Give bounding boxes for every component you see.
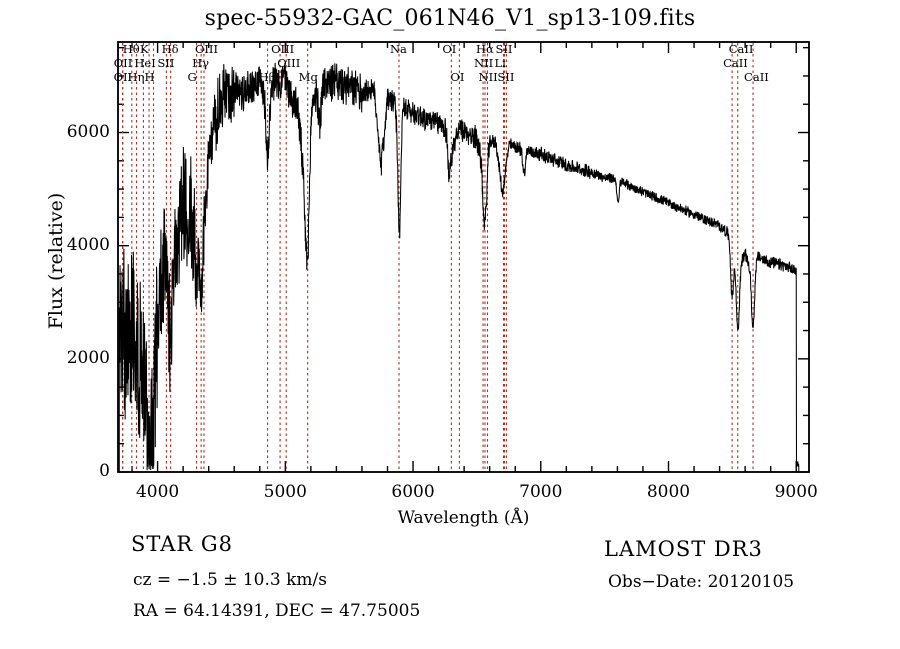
footer-obs-date: Obs−Date: 20120105 bbox=[608, 572, 795, 592]
spectral-line-label: Na bbox=[389, 42, 407, 56]
x-tick-label: 7000 bbox=[519, 482, 563, 502]
x-tick-label: 6000 bbox=[391, 482, 435, 502]
spectral-line-label: OII bbox=[113, 70, 133, 84]
footer-radec: RA = 64.14391, DEC = 47.75005 bbox=[133, 601, 421, 621]
spectral-line-label: OIII bbox=[194, 42, 219, 56]
spectral-line-label: Mg bbox=[298, 70, 318, 84]
y-tick-label: 2000 bbox=[66, 347, 110, 368]
spectral-line-label: SII bbox=[157, 56, 175, 70]
spectral-line-label: Hβ bbox=[258, 70, 276, 84]
spectral-line-label: NII bbox=[478, 70, 498, 84]
footer-object-class: STAR G8 bbox=[131, 532, 234, 556]
spectral-line-label: Hγ bbox=[192, 56, 210, 70]
spectral-line-label: OI bbox=[442, 42, 457, 56]
spectral-line-label: NII bbox=[474, 56, 494, 70]
spectrum-trace bbox=[118, 62, 800, 472]
x-tick-label: 5000 bbox=[263, 482, 307, 502]
x-axis-label: Wavelength (Å) bbox=[397, 508, 530, 528]
footer-cz: cz = −1.5 ± 10.3 km/s bbox=[133, 570, 327, 590]
page-title: spec-55932-GAC_061N46_V1_sp13-109.fits bbox=[204, 6, 696, 31]
y-tick-label: 4000 bbox=[66, 234, 110, 255]
x-tick-label: 8000 bbox=[646, 482, 691, 502]
spectral-line-label: Hθ bbox=[122, 42, 140, 56]
spectral-line-label: Li bbox=[494, 56, 506, 70]
x-tick-label: 4000 bbox=[135, 482, 180, 502]
spectral-line-label: OIII bbox=[271, 42, 295, 56]
spectral-line-label: H bbox=[144, 70, 155, 84]
spectral-line-label: OII bbox=[113, 56, 133, 70]
spectral-line-label: Hδ bbox=[161, 42, 179, 56]
spectral-line-label: CaII bbox=[744, 70, 769, 84]
spectral-line-label: Hη bbox=[127, 70, 145, 84]
y-tick-label: 0 bbox=[99, 461, 110, 481]
spectral-line-label: OIII bbox=[277, 56, 301, 70]
spectral-line-label: SII bbox=[495, 42, 513, 56]
spectral-line-label: Hα bbox=[475, 42, 494, 56]
spectral-line-label: CaII bbox=[728, 42, 754, 56]
spectral-line-label: K bbox=[140, 42, 149, 56]
x-tick-label: 9000 bbox=[774, 482, 818, 502]
spectral-line-label: G bbox=[187, 70, 197, 84]
spectral-line-label: CaII bbox=[723, 56, 748, 70]
spectral-line-label: OI bbox=[450, 70, 465, 84]
spectral-line-label: HeI bbox=[134, 56, 156, 70]
y-tick-label: 6000 bbox=[66, 121, 110, 142]
plot-frame-overlay bbox=[117, 41, 810, 473]
spectral-line-label: SII bbox=[497, 70, 515, 84]
footer-survey: LAMOST DR3 bbox=[604, 537, 763, 561]
